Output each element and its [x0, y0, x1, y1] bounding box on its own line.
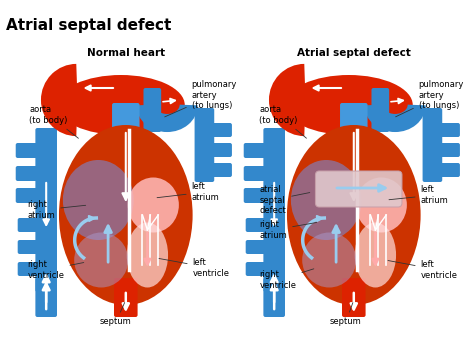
Text: pulmonary
artery
(to lungs): pulmonary artery (to lungs) — [396, 80, 464, 117]
FancyBboxPatch shape — [342, 278, 365, 317]
Text: left
ventricle: left ventricle — [159, 258, 229, 278]
Ellipse shape — [285, 75, 413, 135]
Text: right
atrium: right atrium — [259, 220, 317, 240]
FancyBboxPatch shape — [18, 218, 39, 232]
Ellipse shape — [356, 177, 407, 232]
FancyBboxPatch shape — [16, 188, 39, 203]
FancyBboxPatch shape — [372, 88, 389, 132]
FancyBboxPatch shape — [244, 166, 267, 181]
Text: septum: septum — [330, 303, 362, 327]
Text: Normal heart: Normal heart — [87, 48, 165, 58]
FancyBboxPatch shape — [195, 108, 214, 182]
FancyBboxPatch shape — [316, 171, 402, 207]
FancyBboxPatch shape — [210, 163, 232, 177]
FancyBboxPatch shape — [112, 103, 139, 207]
Text: aorta
(to body): aorta (to body) — [259, 105, 307, 138]
Text: aorta
(to body): aorta (to body) — [29, 105, 78, 138]
FancyBboxPatch shape — [246, 218, 267, 232]
FancyBboxPatch shape — [244, 143, 267, 158]
FancyBboxPatch shape — [36, 128, 57, 292]
FancyBboxPatch shape — [246, 240, 267, 254]
Text: right
atrium: right atrium — [27, 200, 86, 220]
FancyBboxPatch shape — [210, 123, 232, 137]
FancyBboxPatch shape — [264, 128, 285, 292]
FancyBboxPatch shape — [264, 278, 285, 317]
FancyBboxPatch shape — [280, 73, 300, 127]
Ellipse shape — [127, 222, 168, 287]
FancyBboxPatch shape — [438, 123, 460, 137]
Ellipse shape — [302, 232, 356, 287]
Text: right
ventricle: right ventricle — [27, 260, 84, 280]
FancyBboxPatch shape — [244, 188, 267, 203]
Text: right
ventricle: right ventricle — [259, 269, 314, 290]
Text: Atrial septal defect: Atrial septal defect — [297, 48, 411, 58]
FancyBboxPatch shape — [340, 103, 367, 207]
FancyBboxPatch shape — [18, 262, 39, 276]
Ellipse shape — [74, 232, 128, 287]
Text: septum: septum — [100, 302, 132, 327]
FancyBboxPatch shape — [16, 143, 39, 158]
Ellipse shape — [57, 75, 185, 135]
FancyBboxPatch shape — [114, 278, 137, 317]
Text: left
ventricle: left ventricle — [388, 260, 457, 280]
Text: left
atrium: left atrium — [389, 185, 448, 205]
FancyBboxPatch shape — [438, 163, 460, 177]
FancyBboxPatch shape — [18, 240, 39, 254]
FancyBboxPatch shape — [36, 278, 57, 317]
Ellipse shape — [128, 177, 179, 232]
Text: atrial
septal
defect: atrial septal defect — [259, 185, 310, 215]
Ellipse shape — [355, 222, 396, 287]
FancyBboxPatch shape — [144, 88, 161, 132]
FancyBboxPatch shape — [423, 108, 442, 182]
FancyBboxPatch shape — [52, 73, 72, 127]
Ellipse shape — [63, 160, 134, 240]
Ellipse shape — [287, 125, 420, 305]
FancyBboxPatch shape — [210, 143, 232, 157]
Text: Atrial septal defect: Atrial septal defect — [6, 18, 171, 33]
FancyBboxPatch shape — [246, 262, 267, 276]
Ellipse shape — [291, 160, 362, 240]
FancyBboxPatch shape — [16, 166, 39, 181]
Text: pulmonary
artery
(to lungs): pulmonary artery (to lungs) — [164, 80, 237, 117]
Ellipse shape — [59, 125, 192, 305]
Text: left
atrium: left atrium — [157, 182, 219, 202]
FancyBboxPatch shape — [438, 143, 460, 157]
